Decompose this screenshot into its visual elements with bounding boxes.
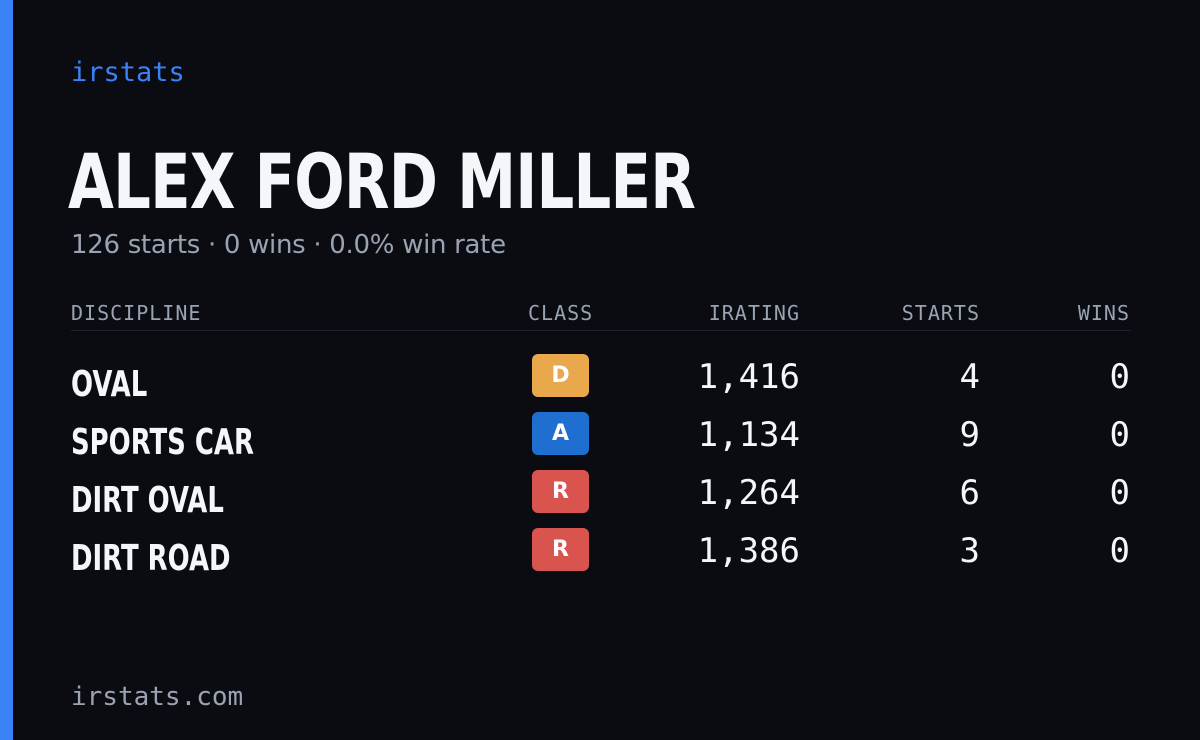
- starts-value: 3: [959, 531, 980, 571]
- table-row: DIRT OVAL R 1,264 6 0: [71, 466, 1131, 524]
- discipline-name: DIRT OVAL: [71, 480, 224, 521]
- discipline-name: SPORTS CAR: [71, 422, 254, 463]
- discipline-name: DIRT ROAD: [71, 538, 231, 579]
- header-class: CLASS: [528, 301, 594, 325]
- driver-name: ALEX FORD MILLER: [68, 137, 696, 226]
- starts-value: 6: [959, 473, 980, 513]
- class-badge: D: [532, 354, 589, 397]
- irating-value: 1,264: [697, 473, 800, 513]
- wins-value: 0: [1109, 473, 1130, 513]
- starts-value: 4: [959, 357, 980, 397]
- irating-value: 1,134: [697, 415, 800, 455]
- table-row: OVAL D 1,416 4 0: [71, 350, 1131, 408]
- class-badge: R: [532, 470, 589, 513]
- header-irating: IRATING: [708, 301, 800, 325]
- class-badge: A: [532, 412, 589, 455]
- accent-bar: [0, 0, 13, 740]
- class-badge: R: [532, 528, 589, 571]
- table-header: DISCIPLINE CLASS IRATING STARTS WINS: [71, 300, 1131, 331]
- table-row: SPORTS CAR A 1,134 9 0: [71, 408, 1131, 466]
- brand-logo-text: irstats: [71, 57, 185, 88]
- irating-value: 1,416: [697, 357, 800, 397]
- table-row: DIRT ROAD R 1,386 3 0: [71, 524, 1131, 582]
- footer-url: irstats.com: [71, 682, 244, 712]
- irating-value: 1,386: [697, 531, 800, 571]
- starts-value: 9: [959, 415, 980, 455]
- wins-value: 0: [1109, 531, 1130, 571]
- wins-value: 0: [1109, 415, 1130, 455]
- header-discipline: DISCIPLINE: [71, 301, 202, 325]
- discipline-name: OVAL: [71, 364, 148, 405]
- wins-value: 0: [1109, 357, 1130, 397]
- driver-summary: 126 starts · 0 wins · 0.0% win rate: [71, 230, 506, 260]
- header-starts: STARTS: [901, 301, 980, 325]
- header-wins: WINS: [1077, 301, 1130, 325]
